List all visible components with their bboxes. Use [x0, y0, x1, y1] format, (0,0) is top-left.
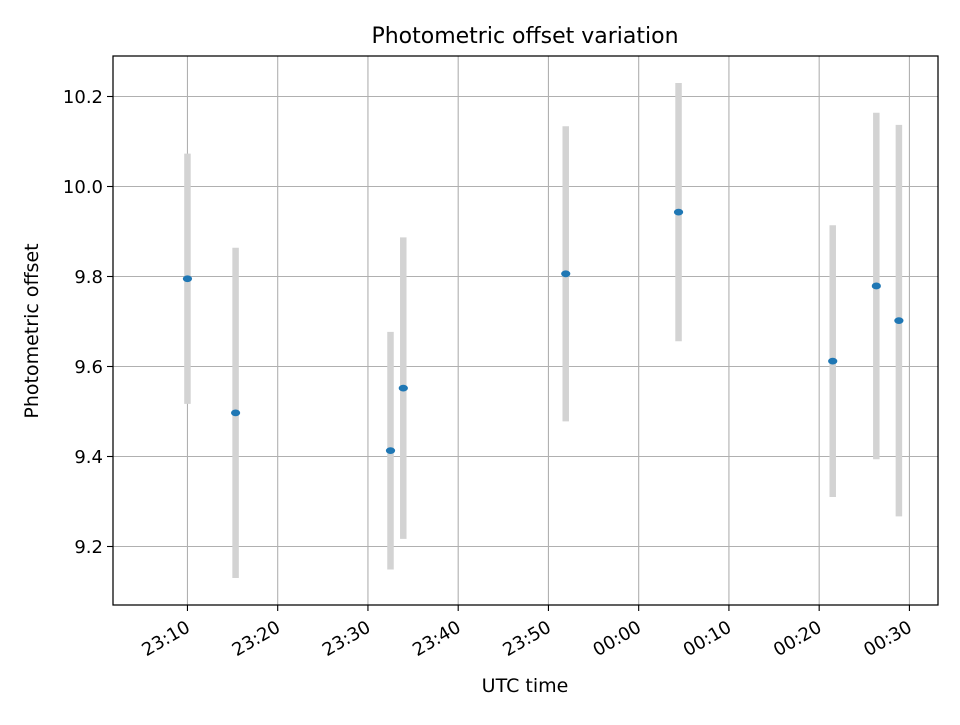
grid: [113, 56, 938, 605]
chart-title: Photometric offset variation: [371, 24, 678, 49]
data-point: [894, 317, 904, 324]
y-tick-label: 9.8: [74, 267, 103, 288]
x-axis-label: UTC time: [482, 675, 569, 697]
data-point: [385, 447, 396, 455]
y-tick-label: 9.4: [74, 447, 103, 468]
y-tick-label: 10.0: [63, 177, 103, 198]
y-tick-label: 10.2: [63, 87, 103, 108]
data-point: [871, 282, 881, 290]
data-point: [230, 409, 241, 417]
data-point: [673, 208, 684, 216]
data-point: [828, 357, 838, 365]
data-point: [182, 275, 193, 283]
axes-frame: [112, 55, 939, 606]
data-point: [561, 270, 571, 278]
data-points: [182, 208, 904, 455]
data-point: [398, 384, 408, 392]
y-tick-label: 9.6: [74, 357, 103, 378]
y-tick-label: 9.2: [74, 537, 103, 558]
y-axis-label: Photometric offset: [21, 243, 43, 418]
